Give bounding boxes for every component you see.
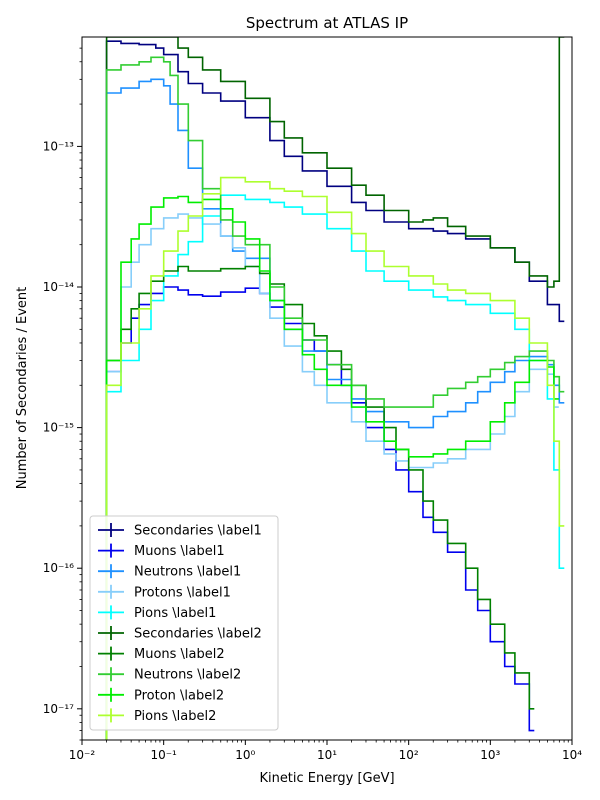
legend-label: Pions \label1 <box>134 606 216 621</box>
legend-entry: Pions \label2 <box>98 708 216 724</box>
legend-label: Protons \label1 <box>134 585 231 600</box>
legend: Secondaries \label1 Muons \label1 Neutrons… <box>89 515 279 731</box>
legend-entry: Secondaries \label2 <box>98 626 262 642</box>
series-line-5 <box>105 194 565 740</box>
x-tick-label: 10² <box>399 748 419 762</box>
legend-entry: Proton \label2 <box>98 687 224 703</box>
series-line-9 <box>105 195 559 740</box>
legend-entry: Protons \label1 <box>98 584 231 600</box>
x-tick-label: 10¹ <box>317 748 337 762</box>
x-tick-label: 10⁰ <box>235 748 255 762</box>
x-tick-label: 10⁻² <box>69 748 96 762</box>
legend-box <box>89 515 279 731</box>
y-tick-label: 10⁻¹³ <box>43 139 74 153</box>
x-axis-ticks: 10⁻² 10⁻¹ 10⁰ 10¹ 10² 10³ 10⁴ <box>69 740 582 762</box>
x-tick-label: 10⁻¹ <box>150 748 177 762</box>
legend-label: Neutrons \label1 <box>134 565 241 580</box>
chart-title: Spectrum at ATLAS IP <box>246 14 408 32</box>
series-line-8 <box>105 56 565 740</box>
legend-entry: Pions \label1 <box>98 605 216 621</box>
legend-label: Secondaries \label1 <box>134 524 262 539</box>
series-line-6 <box>105 37 565 740</box>
y-tick-label: 10⁻¹⁷ <box>43 702 74 716</box>
x-axis-label: Kinetic Energy [GeV] <box>259 771 394 786</box>
y-tick-label: 10⁻¹⁵ <box>43 421 74 435</box>
series-layer <box>105 37 565 740</box>
legend-label: Muons \label2 <box>134 647 225 662</box>
x-tick-label: 10³ <box>480 748 500 762</box>
y-axis-label: Number of Secondaries / Event <box>15 287 30 489</box>
legend-entry: Secondaries \label1 <box>98 523 262 539</box>
legend-entry: Muons \label2 <box>98 646 225 662</box>
legend-label: Pions \label2 <box>134 709 216 724</box>
legend-entry: Neutrons \label2 <box>98 667 241 683</box>
y-tick-label: 10⁻¹⁶ <box>43 561 74 575</box>
series-line-10 <box>105 176 565 740</box>
y-axis-ticks: 10⁻¹⁷ 10⁻¹⁶ 10⁻¹⁵ 10⁻¹⁴ 10⁻¹³ <box>43 47 82 741</box>
legend-label: Secondaries \label2 <box>134 627 262 642</box>
series-line-4 <box>105 213 559 740</box>
legend-label: Proton \label2 <box>134 688 224 703</box>
y-tick-label: 10⁻¹⁴ <box>43 280 74 294</box>
legend-label: Muons \label1 <box>134 544 225 559</box>
legend-entry: Neutrons \label1 <box>98 564 241 580</box>
x-tick-label: 10⁴ <box>562 748 582 762</box>
legend-label: Neutrons \label2 <box>134 668 241 683</box>
legend-entry: Muons \label1 <box>98 543 225 559</box>
